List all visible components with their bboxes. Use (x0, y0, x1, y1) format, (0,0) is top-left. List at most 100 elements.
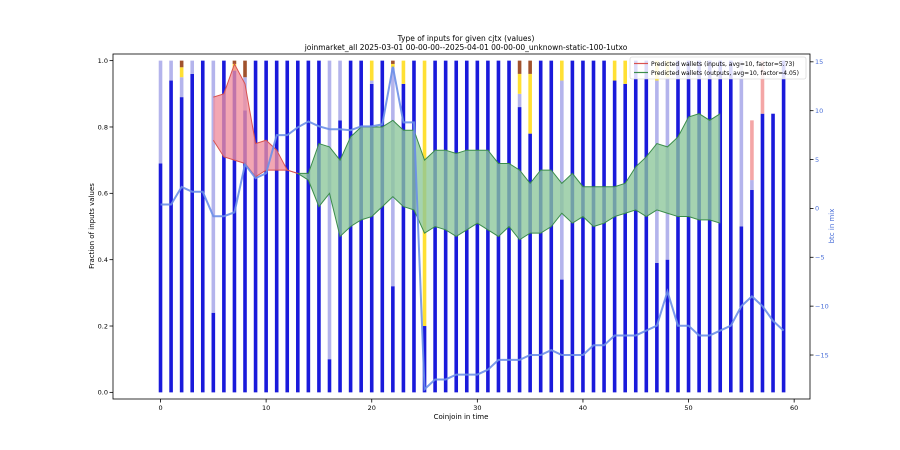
x-tick-label: 60 (790, 404, 798, 412)
bar-dark-blue (158, 163, 163, 393)
y2-tick-label: −5 (815, 254, 825, 262)
plot-frame (112, 53, 811, 400)
bar-dark-blue (718, 60, 723, 393)
x-tick-label: 30 (473, 404, 481, 412)
bar-dark-blue (232, 70, 237, 393)
bar-dark-blue (253, 60, 258, 393)
bar-dark-blue (729, 60, 733, 393)
btc-line-layer (160, 66, 785, 392)
y-tick-label: 1.0 (98, 57, 108, 65)
y-tick-label: 0.6 (98, 190, 108, 198)
bar-dark-blue (169, 80, 173, 393)
x-tick-label: 40 (579, 404, 587, 412)
bar-dark-blue (517, 107, 522, 393)
bar-dark-blue (296, 60, 300, 393)
bar-dark-blue (655, 262, 659, 393)
x-tick-label: 20 (368, 404, 376, 412)
x-axis: 0 10 20 30 40 50 60 (158, 399, 798, 412)
outputs-band-fill (297, 113, 721, 240)
x-tick-label: 50 (684, 404, 692, 412)
bar-dark-blue (200, 60, 205, 393)
bar-dark-blue (760, 113, 765, 393)
bar-yellow (623, 60, 627, 84)
bar-dark-blue (528, 133, 532, 393)
bar-dark-blue (190, 73, 194, 393)
bar-dark-blue (581, 60, 585, 393)
inputs-band-fill (213, 63, 298, 177)
bar-salmon (750, 120, 754, 181)
y2-tick-label: −15 (815, 351, 829, 359)
bar-dark-blue (602, 60, 606, 393)
btc-in-mix-line (160, 66, 785, 392)
bar-salmon (760, 60, 765, 114)
bar-yellow (560, 60, 564, 81)
y-tick-label: 0.4 (98, 256, 108, 264)
x-tick-label: 10 (262, 404, 270, 412)
bar-dark-blue (274, 60, 279, 393)
x-tick-label: 0 (158, 404, 162, 412)
bar-light-blue (517, 93, 522, 108)
bar-light-blue (560, 80, 564, 280)
bar-brown (517, 60, 522, 74)
bar-light-blue (190, 60, 194, 74)
y2-tick-label: 5 (815, 156, 819, 164)
legend-label-inputs: Predicted wallets (inputs, avg=10, facto… (651, 61, 795, 68)
bar-light-blue (369, 80, 374, 84)
bar-yellow (517, 73, 522, 94)
inputs-band-upper-line (213, 62, 298, 174)
y2-tick-label: −10 (815, 302, 829, 310)
bar-dark-blue (697, 60, 701, 393)
y-axis-right: −15 −10 −5 0 5 10 15 (810, 58, 829, 359)
bar-light-blue (750, 180, 754, 191)
bar-light-blue (179, 77, 184, 98)
y2-tick-label: 0 (815, 205, 819, 213)
y2-tick-label: 15 (815, 58, 823, 66)
bar-yellow (391, 63, 395, 68)
bar-dark-blue (707, 60, 712, 393)
y2-axis-label: btc in mix (828, 209, 836, 244)
bar-light-blue (739, 60, 744, 227)
bar-dark-blue (665, 259, 670, 393)
bar-dark-blue (475, 60, 480, 393)
y-tick-label: 0.8 (98, 123, 108, 131)
bar-yellow (179, 67, 184, 78)
bar-brown (179, 60, 184, 68)
x-axis-label: Coinjoin in time (434, 413, 489, 421)
legend: Predicted wallets (inputs, avg=10, facto… (629, 56, 807, 80)
bar-light-blue (327, 60, 332, 360)
bar-dark-blue (686, 60, 691, 393)
bar-light-blue (169, 60, 173, 81)
bar-light-blue (158, 60, 163, 164)
bar-dark-blue (211, 312, 216, 393)
bar-brown (528, 60, 532, 74)
bar-dark-blue (338, 120, 342, 393)
bar-dark-blue (317, 60, 321, 393)
y-tick-label: 0.2 (98, 322, 108, 330)
bar-dark-blue (243, 110, 247, 393)
bar-dark-blue (781, 60, 786, 393)
chart-subtitle: joinmarket_all 2025-03-01 00-00-00--2025… (304, 43, 628, 52)
y2-tick-label: 10 (815, 107, 823, 115)
bar-dark-blue (623, 83, 627, 393)
bar-dark-blue (401, 83, 406, 393)
legend-box (629, 56, 807, 80)
bar-dark-blue (359, 60, 363, 393)
y-axis-label: Fraction of inputs values (88, 183, 96, 269)
bar-yellow (401, 60, 406, 84)
bar-dark-blue (644, 60, 649, 393)
bar-yellow (612, 60, 617, 81)
bar-light-blue (211, 60, 216, 313)
y-axis-left: 0.0 0.2 0.4 0.6 0.8 1.0 (98, 57, 113, 397)
bar-light-blue (338, 60, 342, 121)
bar-yellow (369, 60, 374, 81)
bar-dark-blue (391, 286, 395, 393)
bar-brown (232, 60, 237, 64)
outputs-band-lower-line (297, 172, 721, 241)
bar-dark-blue (369, 83, 374, 393)
bar-dark-blue (676, 60, 680, 393)
bar-dark-blue (739, 226, 744, 393)
bar-dark-blue (222, 60, 226, 393)
bar-brown (243, 60, 247, 78)
bar-dark-blue (179, 97, 184, 393)
